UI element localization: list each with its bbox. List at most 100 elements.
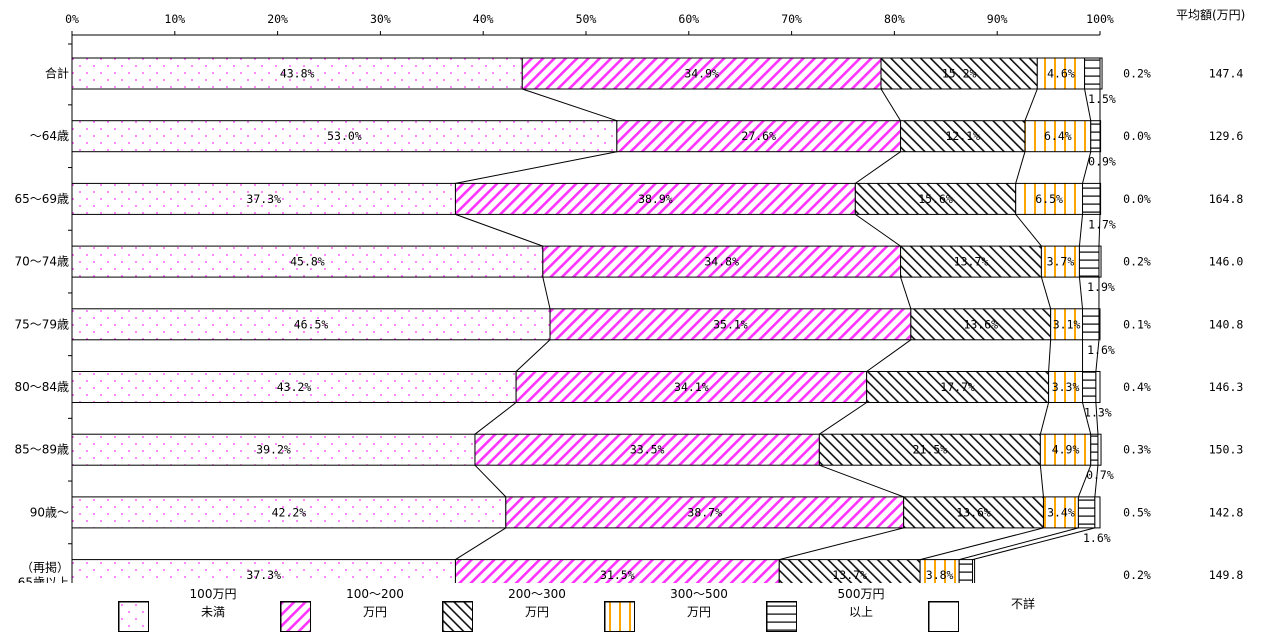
bar-segment [71,308,551,341]
connector-line [542,276,551,309]
value-label: 0.2% [1123,67,1151,81]
connector-line [855,151,901,184]
bar-segment [1050,308,1084,341]
bar-segment [1042,496,1079,529]
value-label: 0.2% [1123,568,1151,582]
bar-segment [903,496,1044,529]
x-tick-label: 70% [781,12,802,26]
connector-line [900,276,912,309]
bar-segment [1036,57,1086,90]
connector-line [1015,151,1026,184]
category-label: 65歳以上 [18,576,69,583]
bar-segment [1039,433,1092,466]
bar-segment [900,120,1026,153]
connector-line [1084,88,1092,121]
connector-line [1094,465,1099,497]
value-label: 45.8% [290,255,325,269]
connector-line [1039,402,1050,435]
average-value: 150.3 [1209,443,1244,457]
value-label: 34.1% [674,380,709,394]
x-tick-label: 10% [164,12,185,26]
value-label: 6.4% [1044,129,1072,143]
connector-line [1078,277,1084,309]
average-value: 140.8 [1209,317,1244,331]
value-label: 0.0% [1123,129,1151,143]
bar-segment [1078,245,1100,278]
value-label: 38.7% [687,505,722,519]
average-value: 149.8 [1209,568,1244,582]
bar-segment [958,559,974,583]
connector-line [779,527,904,561]
value-label: 33.5% [630,443,665,457]
value-label: 1.7% [1088,217,1116,231]
bar-segment [1082,371,1097,403]
value-label: 0.7% [1086,468,1114,482]
value-label: 3.8% [926,568,954,582]
value-label: 4.9% [1052,443,1080,457]
connector-line [1095,339,1100,372]
bar-segment [1082,182,1101,215]
value-label: 1.9% [1087,280,1115,294]
category-label: （再掲） [21,560,69,575]
value-label: 1.6% [1083,531,1111,545]
x-tick-label: 90% [987,12,1008,26]
bars [71,57,1103,583]
value-label: 0.3% [1123,443,1151,457]
connector-line [455,151,617,184]
connector-line [1039,465,1044,497]
value-label: 15.6% [918,192,953,206]
legend-swatch [118,601,149,632]
category-labels: 合計 ～64歳 65～69歳 70～74歳 75～79歳 80～84歳 85～89歳 90歳～… [14,66,69,584]
connector-line [474,402,517,435]
average-value: 146.3 [1209,380,1244,394]
connector-line [1048,339,1052,372]
legend-swatch [280,601,311,632]
legend-swatch [766,601,797,632]
connector-line [1082,151,1092,184]
bar-segment [1084,57,1101,90]
value-label: 3.4% [1047,505,1075,519]
value-label: 34.8% [704,255,739,269]
connector-line [474,464,507,498]
connector-line [455,527,507,561]
x-tick-label: 0% [65,12,79,26]
average-value: 146.0 [1209,255,1244,269]
x-tick-label: 100% [1086,12,1114,26]
bar-segment [1094,496,1101,529]
connector-line [819,402,867,435]
value-label: 46.5% [294,317,329,331]
value-label: 4.6% [1047,67,1075,81]
category-label: 65～69歳 [14,192,69,206]
value-label: 35.1% [713,317,748,331]
bar-segment [1077,496,1096,529]
connector-line [515,339,551,372]
legend-label: 100～200 万円 [346,587,404,619]
legend-label: 100万円 未満 [189,587,237,619]
value-labels: 43.8% 34.9% 15.2% 4.6% 1.5% 0.2% 53.0% 27.6% 12.… [246,67,1151,583]
bar-segment [972,559,976,583]
connector-line [1040,276,1052,309]
legend-label: 300～500 万円 [670,587,728,619]
connector-line [866,339,912,372]
bar-segment [505,496,905,529]
value-label: 0.9% [1088,155,1116,169]
value-label: 27.6% [741,129,776,143]
category-label: 85～89歳 [14,443,69,457]
value-label: 13.6% [963,317,998,331]
bar-segment [71,182,456,215]
x-tick-label: 50% [576,12,597,26]
x-tick-label: 40% [473,12,494,26]
bar-segment [521,57,882,90]
value-label: 43.2% [277,380,312,394]
bar-segment [1099,57,1103,90]
connector-line [855,213,901,247]
legend-label: 200～300 万円 [508,587,566,619]
bar-segment [854,182,1017,215]
category-label: 90歳～ [30,505,69,519]
bar-segment [71,57,523,90]
value-label: 3.7% [1047,255,1075,269]
legend-label: 不詳 [1010,597,1035,611]
bar-segment [1097,433,1102,466]
category-label: 合計 [45,66,69,81]
bar-segment [1024,120,1092,153]
